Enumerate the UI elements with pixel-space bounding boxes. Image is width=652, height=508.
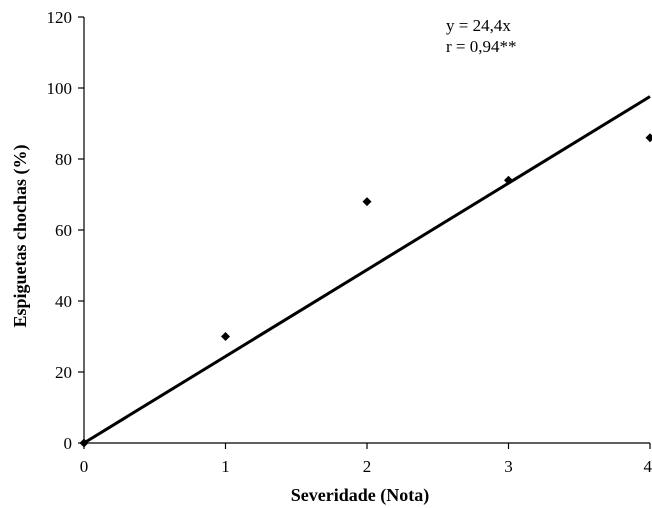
x-tick-label: 3: [504, 457, 513, 476]
y-tick-label: 20: [55, 363, 72, 382]
y-tick-label: 120: [47, 8, 73, 27]
data-point: [504, 175, 513, 185]
x-tick-label: 2: [363, 457, 372, 476]
data-point: [221, 332, 230, 341]
data-point: [79, 438, 89, 448]
annotation-correlation: r = 0,94**: [446, 37, 517, 56]
y-axis-title: Espiguetas chochas (%): [10, 144, 31, 327]
x-ticks: 0 1 2 3 4: [80, 443, 652, 476]
data-point: [362, 197, 372, 207]
y-tick-label: 40: [55, 292, 72, 311]
annotation-equation: y = 24,4x: [446, 16, 511, 35]
y-tick-label: 80: [55, 150, 72, 169]
y-tick-label: 60: [55, 221, 72, 240]
data-points: [79, 133, 652, 448]
x-tick-label: 1: [221, 457, 230, 476]
x-tick-label: 4: [644, 457, 652, 476]
x-axis-title: Severidade (Nota): [291, 485, 429, 506]
x-tick-label: 0: [80, 457, 89, 476]
y-ticks: 0 20 40 60 80 100 120: [47, 8, 84, 453]
trendline: [83, 95, 651, 445]
y-tick-label: 0: [64, 434, 73, 453]
y-tick-label: 100: [47, 79, 73, 98]
axes: [83, 17, 650, 444]
data-point: [645, 133, 652, 143]
